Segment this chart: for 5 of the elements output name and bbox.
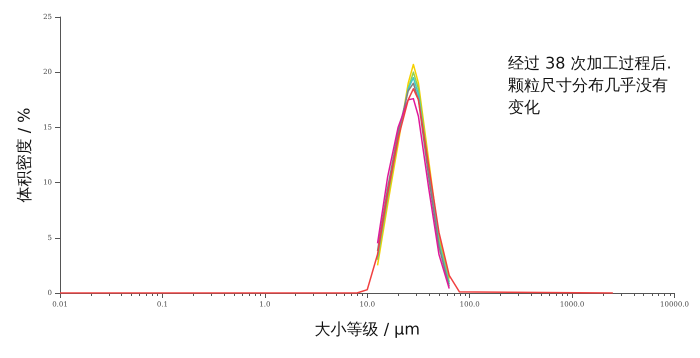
annotation: 经过 38 次加工过程后.: [508, 54, 672, 72]
y-axis-title: 体积密度 / %: [14, 108, 34, 202]
annotation: 变化: [508, 98, 540, 116]
x-axis-title: 大小等级 / µm: [314, 320, 420, 338]
annotation: 颗粒尺寸分布几乎没有: [508, 76, 668, 94]
